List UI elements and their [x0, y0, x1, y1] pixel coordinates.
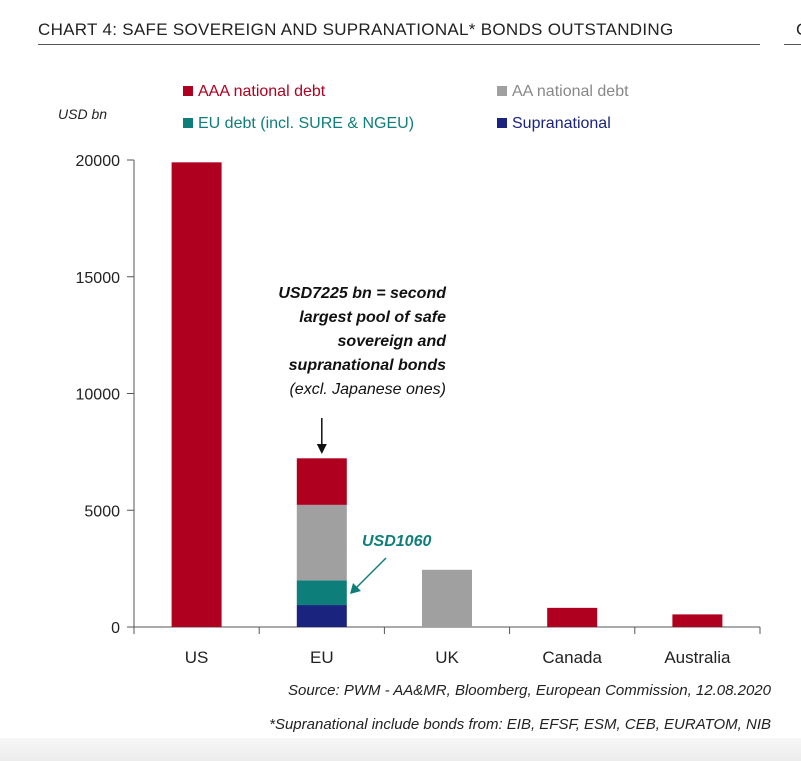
- y-axis: 0 5000 10000 15000 20000: [76, 153, 135, 637]
- x-tick-label: EU: [310, 648, 334, 667]
- bottom-edge: [0, 738, 801, 761]
- legend-swatch: [183, 118, 193, 128]
- legend-swatch: [497, 86, 507, 96]
- title-rule-continuation: [784, 44, 801, 45]
- legend-entry: Supranational: [512, 115, 611, 132]
- x-tick-label: UK: [435, 648, 459, 667]
- eu-debt-label: USD1060: [362, 533, 431, 550]
- legend: AAA national debt AA national debt EU debt…: [183, 83, 629, 132]
- eu-debt-arrow: [355, 557, 387, 589]
- chart-title: CHART 4: SAFE SOVEREIGN AND SUPRANATIONA…: [38, 20, 674, 39]
- y-tick-label: 15000: [76, 270, 121, 287]
- callout-subtext: (excl. Japanese ones): [289, 381, 446, 398]
- x-tick-label: US: [185, 648, 209, 667]
- bar-segment: [672, 614, 723, 627]
- x-axis: US EU UK Canada Australia: [133, 626, 761, 667]
- bar-segment: [422, 569, 472, 627]
- x-tick-label: Canada: [542, 648, 602, 667]
- callout-text-line: sovereign and: [338, 333, 448, 350]
- bar-segment: [296, 458, 347, 505]
- legend-entry: AAA national debt: [198, 83, 326, 100]
- next-chart-title-fragment: C: [796, 20, 801, 40]
- bar-segment: [296, 504, 347, 581]
- legend-swatch: [183, 86, 193, 96]
- bar-segment: [547, 607, 598, 627]
- callout-text-line: largest pool of safe: [299, 309, 446, 326]
- y-tick-label: 10000: [76, 387, 121, 404]
- bar-chart: AAA national debt AA national debt EU debt…: [58, 83, 761, 667]
- bar-segment: [296, 605, 347, 627]
- bar-segment: [171, 162, 222, 627]
- callout-text-line: supranational bonds: [289, 357, 446, 374]
- annotations: USD7225 bn = second largest pool of safe s…: [278, 285, 447, 594]
- callout-text-line: USD7225 bn = second: [278, 285, 447, 302]
- title-rule: [38, 44, 760, 45]
- eu-debt-arrowhead: [350, 583, 361, 594]
- source-note: Source: PWM - AA&MR, Bloomberg, European…: [288, 682, 771, 699]
- y-axis-label: USD bn: [58, 106, 107, 122]
- legend-swatch: [497, 118, 507, 128]
- legend-entry: EU debt (incl. SURE & NGEU): [198, 115, 414, 132]
- y-tick-label: 0: [111, 620, 120, 637]
- bars: [171, 162, 723, 627]
- y-tick-label: 5000: [84, 503, 120, 520]
- callout-arrowhead: [316, 444, 327, 454]
- legend-entry: AA national debt: [512, 83, 629, 100]
- x-tick-label: Australia: [664, 648, 731, 667]
- y-tick-label: 20000: [76, 153, 121, 170]
- bar-segment: [296, 580, 347, 606]
- footnote: *Supranational include bonds from: EIB, …: [269, 716, 771, 733]
